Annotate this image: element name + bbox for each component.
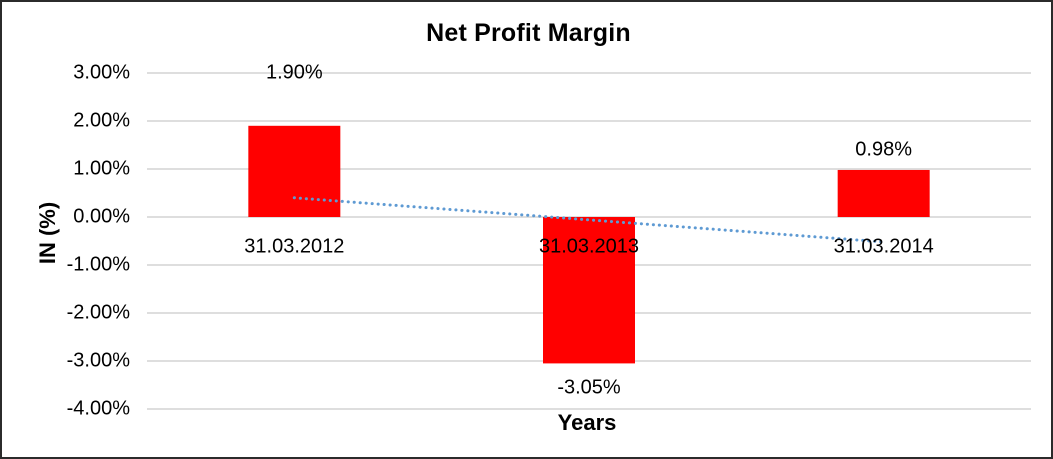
bar-31.03.2013 <box>543 217 635 364</box>
y-tick-label: -3.00% <box>66 349 130 372</box>
bar-series <box>248 125 930 364</box>
data-label: 0.98% <box>855 138 913 161</box>
data-label: 1.90% <box>265 61 323 84</box>
bar-31.03.2014 <box>837 169 930 217</box>
data-label: -3.05% <box>557 376 621 399</box>
category-label: 31.03.2013 <box>538 235 640 258</box>
category-label: 31.03.2014 <box>833 235 934 258</box>
x-axis-title: Years <box>557 410 617 435</box>
y-tick-label: -4.00% <box>66 397 130 420</box>
y-tick-label: -1.00% <box>66 253 130 276</box>
bar-31.03.2012 <box>248 125 341 217</box>
chart-title: Net Profit Margin <box>426 19 631 47</box>
y-tick-label: 1.00% <box>73 157 130 180</box>
trendline-dotted <box>292 196 886 244</box>
y-tick-label: 2.00% <box>73 109 130 132</box>
y-tick-label: 0.00% <box>73 205 130 228</box>
y-tick-label: -2.00% <box>66 301 130 324</box>
trendline <box>292 196 886 244</box>
category-label: 31.03.2012 <box>244 235 345 258</box>
y-tick-label: 3.00% <box>73 61 130 84</box>
